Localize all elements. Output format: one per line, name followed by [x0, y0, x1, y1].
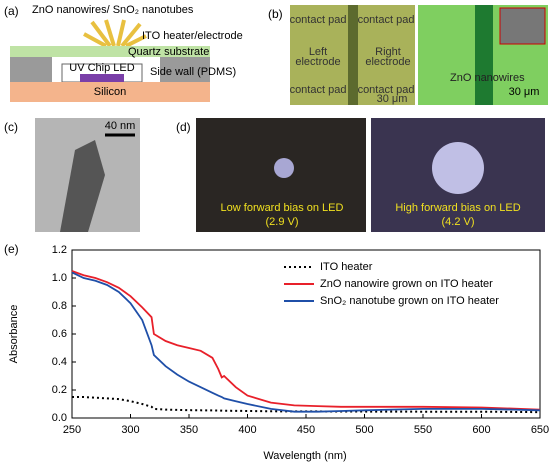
- panel-letter: (a): [4, 4, 19, 18]
- led-chip: [80, 74, 124, 82]
- y-tick-label: 0.6: [52, 328, 67, 340]
- y-tick-label: 0.2: [52, 384, 67, 396]
- inset: [500, 8, 545, 44]
- legend-label: ITO heater: [320, 261, 373, 273]
- label: ITO heater/electrode: [142, 30, 243, 42]
- label: (4.2 V): [441, 216, 474, 228]
- gap: [348, 5, 358, 105]
- plot-frame: [72, 250, 540, 418]
- panel-letter: (e): [4, 242, 19, 256]
- label: contact pad: [290, 14, 347, 26]
- x-tick-label: 600: [472, 424, 490, 436]
- scale-label: 40 nm: [105, 120, 136, 132]
- x-tick-label: 550: [414, 424, 432, 436]
- series-line: [72, 271, 540, 410]
- glow: [274, 158, 294, 178]
- y-tick-label: 0.0: [52, 412, 67, 424]
- x-tick-label: 400: [238, 424, 256, 436]
- label: ZnO nanowires/ SnO₂ nanotubes: [32, 4, 194, 16]
- x-axis-label: Wavelength (nm): [263, 450, 346, 462]
- label: electrode: [295, 56, 340, 68]
- label: (2.9 V): [265, 216, 298, 228]
- panel-letter: (b): [268, 7, 283, 21]
- label: contact pad: [290, 84, 347, 96]
- panel-letter: (c): [4, 120, 18, 134]
- series-line: [72, 272, 540, 411]
- label: contact pad: [358, 14, 415, 26]
- y-tick-label: 1.2: [52, 244, 67, 256]
- x-tick-label: 500: [355, 424, 373, 436]
- label: Side wall (PDMS): [150, 66, 236, 78]
- x-tick-label: 300: [121, 424, 139, 436]
- glow: [432, 142, 484, 194]
- series-line: [72, 397, 540, 412]
- label: Low forward bias on LED: [221, 202, 344, 214]
- panel-letter: (d): [176, 120, 191, 134]
- gap: [475, 5, 493, 105]
- figure: (a) ZnO nanowires/ SnO₂ nanotubes ITO he…: [0, 0, 550, 466]
- nanowires: [84, 20, 146, 46]
- x-tick-label: 650: [531, 424, 549, 436]
- x-tick-label: 350: [180, 424, 198, 436]
- legend-label: ZnO nanowire grown on ITO heater: [320, 278, 493, 290]
- x-tick-label: 450: [297, 424, 315, 436]
- scale-label: 30 μm: [509, 86, 540, 98]
- label: Quartz substrate: [128, 46, 209, 58]
- y-tick-label: 0.8: [52, 300, 67, 312]
- legend-label: SnO₂ nanotube grown on ITO heater: [320, 295, 499, 307]
- y-tick-label: 0.4: [52, 356, 67, 368]
- wall: [10, 57, 52, 82]
- label: ZnO nanowires: [450, 72, 525, 84]
- label: electrode: [365, 56, 410, 68]
- label: Silicon: [94, 86, 126, 98]
- y-tick-label: 1.0: [52, 272, 67, 284]
- x-tick-label: 250: [63, 424, 81, 436]
- y-axis-label: Absorbance: [8, 305, 20, 364]
- label: High forward bias on LED: [395, 202, 520, 214]
- label: UV Chip LED: [69, 62, 134, 74]
- scale-label: 30 μm: [377, 93, 408, 105]
